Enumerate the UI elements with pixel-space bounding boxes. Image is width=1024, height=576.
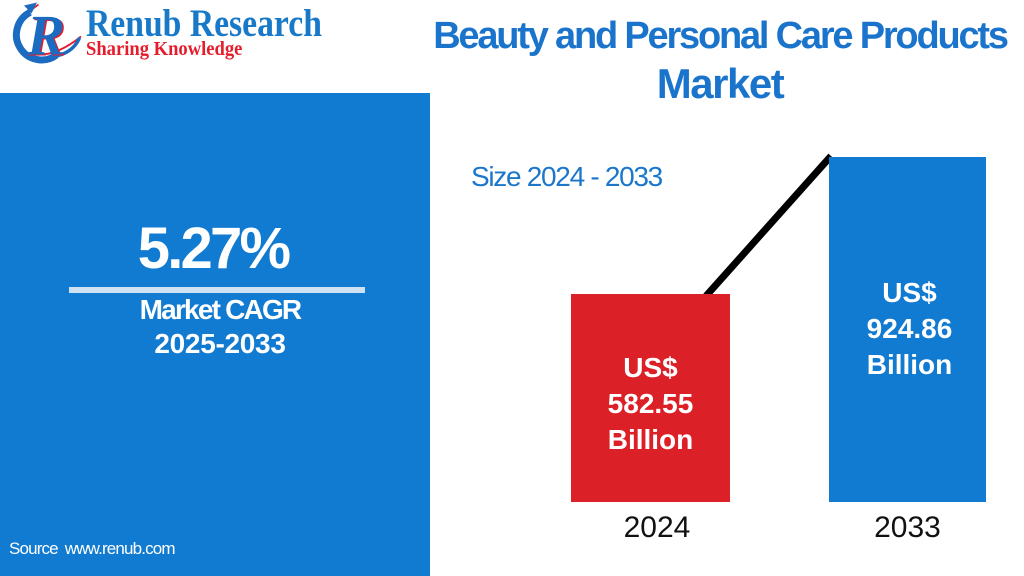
svg-text:R: R [28, 6, 67, 69]
svg-text:R: R [26, 5, 65, 68]
